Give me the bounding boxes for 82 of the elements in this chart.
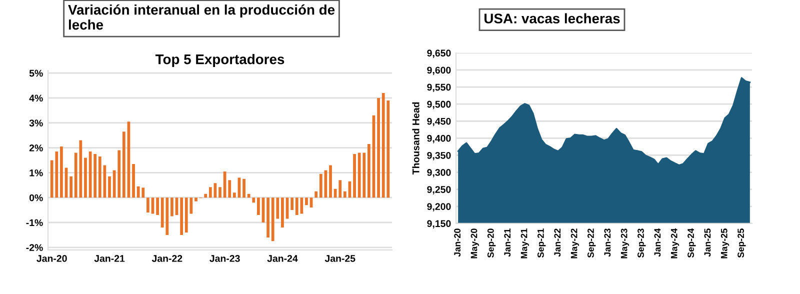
x-tick-label: Jan-20 xyxy=(36,255,67,262)
bar xyxy=(338,180,342,198)
bar xyxy=(266,198,270,238)
x-tick-label: Sep-25 xyxy=(738,228,746,258)
bar xyxy=(98,156,102,198)
y-tick-label: 9,500 xyxy=(427,100,451,110)
bar xyxy=(290,198,294,210)
bar xyxy=(343,191,346,198)
bar xyxy=(70,176,73,198)
y-tick-label: -2% xyxy=(26,244,43,252)
x-tick-label: May-25 xyxy=(720,228,730,258)
x-tick-label: Jan-23 xyxy=(604,228,611,257)
bar xyxy=(60,146,63,198)
bar xyxy=(156,198,159,216)
bar xyxy=(319,174,322,198)
y-tick-label: 9,350 xyxy=(427,152,451,160)
y-axis-title: Thousand Head xyxy=(412,102,420,175)
y-tick-label: -1% xyxy=(26,219,43,226)
y-tick-label: 9,250 xyxy=(427,186,451,194)
bar xyxy=(377,98,380,198)
x-tick-label: Jan-24 xyxy=(267,255,298,262)
bar xyxy=(118,150,121,198)
bar xyxy=(108,176,111,198)
x-tick-label: Sep-21 xyxy=(537,228,546,258)
x-tick-label: Jan-22 xyxy=(152,255,182,262)
x-tick-label: Sep-20 xyxy=(487,228,496,258)
bar xyxy=(170,198,174,216)
y-tick-label: 3% xyxy=(29,120,43,126)
bar xyxy=(122,132,126,198)
y-tick-label: 1% xyxy=(30,169,43,176)
y-tick-label: 4% xyxy=(29,94,43,102)
y-tick-label: 9,450 xyxy=(427,118,451,126)
bar xyxy=(252,198,256,203)
y-tick-label: 2% xyxy=(29,144,43,152)
bar xyxy=(94,154,97,198)
x-tick-label: Jan-25 xyxy=(324,255,356,262)
bar xyxy=(247,194,250,198)
y-tick-label: 9,400 xyxy=(427,134,451,144)
x-tick-label: Jan-25 xyxy=(704,228,711,257)
x-tick-label: Jan-22 xyxy=(554,228,561,257)
y-tick-label: 9,650 xyxy=(427,50,451,58)
bar xyxy=(232,192,236,198)
x-tick-label: Sep-24 xyxy=(688,228,696,258)
x-tick-label: Sep-22 xyxy=(588,228,596,258)
x-tick-label: Jan-21 xyxy=(94,255,125,262)
x-tick-label: May-20 xyxy=(470,228,479,258)
bar xyxy=(180,198,184,235)
bar xyxy=(314,191,318,198)
chart-title: USA: vacas lecheras xyxy=(484,13,620,24)
bar xyxy=(84,158,87,198)
bar xyxy=(146,198,150,213)
bar xyxy=(329,165,332,198)
y-tick-label: 9,150 xyxy=(427,220,451,228)
bar xyxy=(367,144,370,198)
y-tick-label: 9,550 xyxy=(427,84,451,92)
x-tick-label: Jan-21 xyxy=(504,228,511,257)
chart-subtitle: Top 5 Exportadores xyxy=(155,54,284,67)
x-tick-label: Jan-20 xyxy=(454,228,461,257)
bar xyxy=(208,187,212,198)
x-tick-label: Sep-23 xyxy=(638,228,646,258)
x-tick-label: Jan-23 xyxy=(210,255,240,262)
y-tick-label: 9,600 xyxy=(427,66,451,75)
bar xyxy=(353,154,356,198)
y-tick-label: 9,300 xyxy=(427,169,451,178)
bar xyxy=(242,178,246,198)
x-tick-label: May-21 xyxy=(520,228,529,258)
x-tick-label: May-23 xyxy=(620,228,630,258)
bar xyxy=(228,180,232,198)
y-tick-label: 0% xyxy=(29,194,43,202)
bar xyxy=(132,164,135,198)
y-tick-label: 9,200 xyxy=(427,203,451,212)
bar xyxy=(194,198,198,202)
bar xyxy=(204,194,208,198)
bar xyxy=(256,198,260,216)
bar xyxy=(281,198,284,228)
x-tick-label: May-22 xyxy=(570,228,580,258)
chart-title: Variación interanual en la producción de leche xyxy=(68,4,335,30)
bar xyxy=(305,198,308,206)
x-tick-label: Jan-24 xyxy=(654,228,661,257)
y-tick-label: 5% xyxy=(29,70,43,77)
bar xyxy=(218,187,222,198)
x-tick-label: May-24 xyxy=(670,228,680,258)
